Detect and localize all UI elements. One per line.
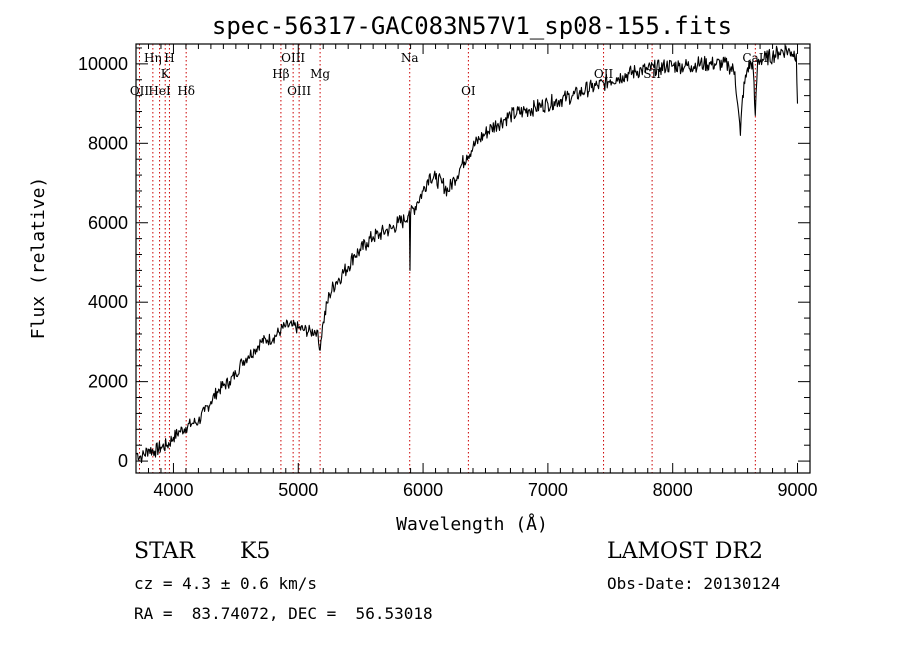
object-class: STAR xyxy=(134,539,195,564)
x-tick-label: 7000 xyxy=(528,480,568,500)
plot-frame xyxy=(135,43,811,474)
object-subclass: K5 xyxy=(240,539,271,564)
x-tick-label: 4000 xyxy=(153,480,193,500)
spectral-line-label: Mg xyxy=(310,67,330,81)
spectral-line-label: SII xyxy=(643,67,661,81)
x-axis-label: Wavelength (Å) xyxy=(396,513,548,535)
spectrum-line xyxy=(135,45,799,464)
spectral-line-label: OI xyxy=(461,84,476,98)
coordinates-text: RA = 83.74072, DEC = 56.53018 xyxy=(134,604,433,623)
redshift-text: cz = 4.3 ± 0.6 km/s xyxy=(134,574,318,593)
spectral-line-label: OII xyxy=(130,84,150,98)
y-axis-label: Flux (relative) xyxy=(28,177,49,340)
survey-label: LAMOST DR2 xyxy=(607,539,763,564)
spectral-line-label: Hβ xyxy=(272,67,289,81)
x-tick-label: 9000 xyxy=(777,480,817,500)
y-tick-label: 2000 xyxy=(88,372,128,392)
spectral-line-label: OII xyxy=(594,67,614,81)
spectral-line-label: OIII xyxy=(281,51,305,65)
spectral-line-label: Na xyxy=(401,51,419,65)
spectral-line-label: Hδ xyxy=(177,84,195,98)
y-tick-label: 6000 xyxy=(88,213,128,233)
x-tick-label: 5000 xyxy=(278,480,318,500)
y-tick-label: 4000 xyxy=(88,292,128,312)
spectral-line-label: HeI xyxy=(148,84,171,98)
chart-title: spec-56317-GAC083N57V1_sp08-155.fits xyxy=(212,12,732,40)
x-axis: 4000 5000 6000 7000 8000 9000 xyxy=(135,44,818,500)
observation-date: Obs-Date: 20130124 xyxy=(607,574,781,593)
y-tick-label: 10000 xyxy=(78,54,128,74)
spectral-line-label: CaII xyxy=(742,51,768,65)
x-tick-label: 8000 xyxy=(653,480,693,500)
y-axis: 0 2000 4000 6000 8000 10000 xyxy=(78,47,810,471)
y-tick-label: 8000 xyxy=(88,133,128,153)
spectral-line-label: Hη xyxy=(144,51,162,65)
line-markers xyxy=(138,44,756,473)
spectral-line-label: H xyxy=(164,51,174,65)
x-tick-label: 6000 xyxy=(403,480,443,500)
spectral-line-label: OIII xyxy=(287,84,311,98)
spectral-line-label: K xyxy=(161,67,171,81)
line-labels: OII Hη HeI KH Hδ Hβ OIII OIII Mg Na OI OII SII CaII xyxy=(130,51,769,98)
y-tick-label: 0 xyxy=(118,451,128,471)
